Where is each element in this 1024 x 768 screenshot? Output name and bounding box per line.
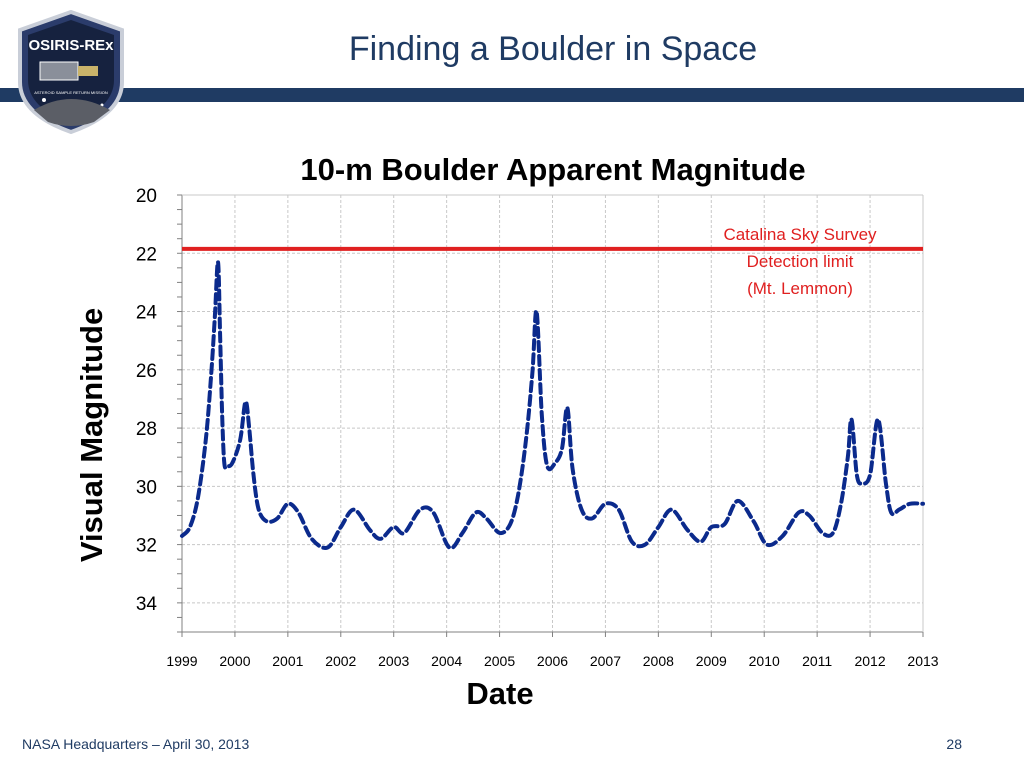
- x-tick-label: 2012: [854, 653, 885, 669]
- x-axis-label: Date: [466, 676, 533, 711]
- chart-title: 10-m Boulder Apparent Magnitude: [300, 152, 805, 187]
- y-axis-label: Visual Magnitude: [74, 308, 109, 562]
- osiris-rex-logo: OSIRIS-REx ASTEROID SAMPLE RETURN MISSIO…: [18, 10, 124, 134]
- reference-layer: Catalina Sky Survey Detection limit (Mt. L…: [182, 225, 923, 298]
- x-tick-label: 2000: [219, 653, 250, 669]
- x-tick-label: 1999: [166, 653, 197, 669]
- magnitude-chart: 20 22 24 26 28 30 32 34 1999 2000 2001 2002 2003 2004…: [74, 152, 939, 711]
- y-tick-label: 26: [136, 361, 157, 382]
- y-tick-label: 20: [136, 186, 157, 207]
- page-title: Finding a Boulder in Space: [348, 30, 758, 68]
- x-tick-label: 2009: [696, 653, 727, 669]
- magnitude-series-line: [180, 259, 925, 551]
- x-tick-label: 2010: [749, 653, 780, 669]
- x-tick-label: 2006: [537, 653, 568, 669]
- y-tick-label: 28: [136, 419, 157, 440]
- page-number: 28: [946, 736, 962, 752]
- logo-text: OSIRIS-REx: [28, 37, 114, 54]
- grid-layer: [182, 195, 923, 632]
- x-tick-label: 2004: [431, 653, 462, 669]
- y-tick-label: 34: [136, 594, 158, 615]
- y-tick-label: 32: [136, 536, 157, 557]
- detection-limit-annotation: Catalina Sky Survey: [723, 225, 877, 244]
- x-tick-label: 2001: [272, 653, 303, 669]
- x-tick-label: 2005: [484, 653, 515, 669]
- x-tick-label: 2002: [325, 653, 356, 669]
- x-tick-label: 2013: [907, 653, 938, 669]
- y-tick-label: 24: [136, 303, 158, 324]
- y-tick-label: 22: [136, 244, 157, 265]
- axis-layer: 20 22 24 26 28 30 32 34 1999 2000 2001 2002 2003 2004…: [136, 186, 939, 669]
- x-tick-label: 2011: [802, 653, 832, 669]
- x-tick-label: 2008: [643, 653, 674, 669]
- x-tick-label: 2007: [590, 653, 621, 669]
- series-layer: [180, 259, 925, 551]
- logo-subtext: ASTEROID SAMPLE RETURN MISSION: [34, 90, 108, 95]
- detection-limit-annotation: Detection limit: [747, 252, 854, 271]
- detection-limit-annotation: (Mt. Lemmon): [747, 279, 853, 298]
- title-bar-stripe: [0, 88, 1024, 102]
- y-tick-label: 30: [136, 477, 157, 498]
- footer-event: NASA Headquarters – April 30, 2013: [22, 736, 250, 752]
- x-tick-label: 2003: [378, 653, 409, 669]
